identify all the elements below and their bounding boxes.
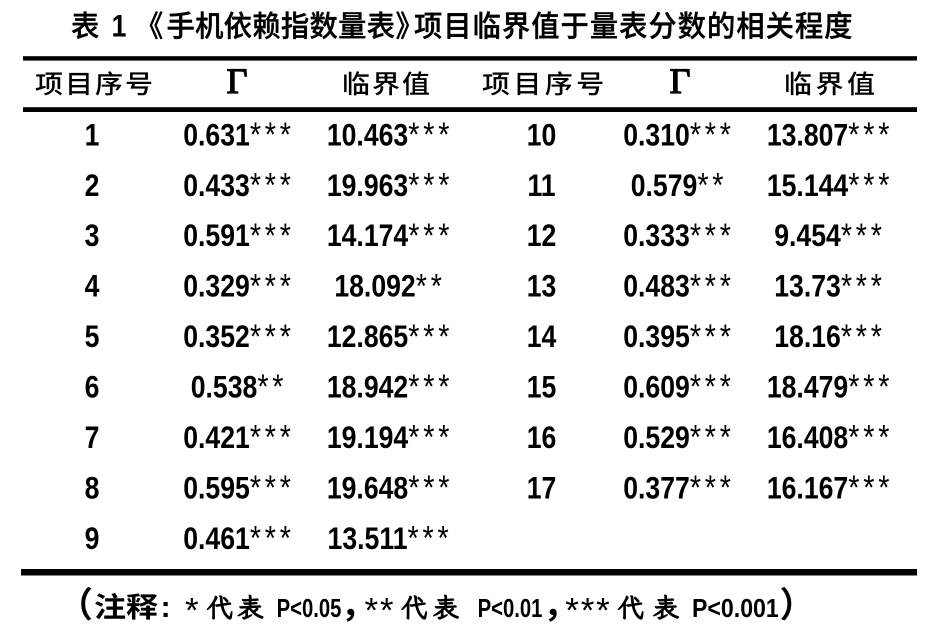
svg-text:7: 7	[85, 421, 100, 456]
svg-text:16.408***: 16.408***	[767, 418, 893, 456]
svg-text:15: 15	[527, 370, 557, 405]
svg-text:11: 11	[527, 169, 555, 204]
svg-text:0.529***: 0.529***	[623, 418, 735, 456]
svg-text:19.194***: 19.194***	[327, 418, 453, 456]
svg-text:***: ***	[565, 592, 611, 628]
svg-text:2: 2	[85, 169, 100, 204]
svg-text:5: 5	[85, 320, 100, 355]
svg-text:15.144***: 15.144***	[767, 166, 893, 204]
svg-text:12.865***: 12.865***	[327, 318, 453, 356]
svg-text:0.591***: 0.591***	[183, 217, 295, 255]
svg-text:6: 6	[85, 370, 100, 405]
svg-text:13: 13	[527, 270, 557, 305]
svg-text:9: 9	[85, 522, 100, 557]
svg-text:*: *	[185, 592, 200, 628]
svg-text:0.377***: 0.377***	[623, 469, 735, 507]
svg-text:1: 1	[85, 118, 100, 153]
svg-text:18.16***: 18.16***	[774, 318, 886, 356]
svg-text:P<0.001: P<0.001	[692, 595, 779, 623]
svg-text:10.463***: 10.463***	[327, 116, 453, 154]
svg-text:14: 14	[527, 320, 557, 355]
svg-text:0.352***: 0.352***	[183, 318, 295, 356]
svg-text:18.479***: 18.479***	[767, 368, 893, 406]
svg-text:1: 1	[112, 9, 127, 44]
svg-text:19.648***: 19.648***	[327, 469, 453, 507]
svg-text::: :	[161, 591, 171, 624]
svg-text:0.538**: 0.538**	[191, 368, 288, 406]
svg-text:18.942***: 18.942***	[327, 368, 453, 406]
svg-text:10: 10	[527, 118, 557, 153]
svg-text:18.092**: 18.092**	[334, 267, 445, 305]
svg-text:0.579**: 0.579**	[631, 166, 728, 204]
svg-text:0.461***: 0.461***	[183, 519, 295, 557]
svg-text:0.395***: 0.395***	[623, 318, 735, 356]
svg-text:0.631***: 0.631***	[183, 116, 295, 154]
svg-text:Γ: Γ	[670, 61, 691, 101]
svg-text:3: 3	[85, 219, 100, 254]
svg-text:0.609***: 0.609***	[623, 368, 735, 406]
svg-text:0.421***: 0.421***	[183, 418, 295, 456]
svg-text:0.595***: 0.595***	[183, 469, 295, 507]
svg-text:9.454***: 9.454***	[774, 217, 886, 255]
svg-text:0.329***: 0.329***	[183, 267, 295, 305]
svg-text:0.333***: 0.333***	[623, 217, 735, 255]
svg-text:P<0.01: P<0.01	[478, 594, 543, 623]
svg-text:Γ: Γ	[227, 61, 248, 101]
svg-text:0.433***: 0.433***	[183, 166, 295, 204]
svg-text:14.174***: 14.174***	[327, 217, 453, 255]
svg-text:8: 8	[85, 471, 100, 506]
svg-text:16: 16	[527, 421, 557, 456]
svg-text:13.511***: 13.511***	[328, 519, 453, 557]
svg-text:P<0.05: P<0.05	[277, 594, 342, 623]
svg-text:13.807***: 13.807***	[767, 116, 893, 154]
svg-text:17: 17	[527, 471, 557, 506]
svg-text:19.963***: 19.963***	[327, 166, 453, 204]
svg-text:12: 12	[527, 219, 557, 254]
svg-text:**: **	[365, 592, 396, 628]
svg-text:13.73***: 13.73***	[774, 267, 886, 305]
svg-text:0.483***: 0.483***	[623, 267, 735, 305]
svg-text:16.167***: 16.167***	[767, 469, 893, 507]
svg-text:4: 4	[85, 270, 101, 305]
svg-text:0.310***: 0.310***	[623, 116, 735, 154]
